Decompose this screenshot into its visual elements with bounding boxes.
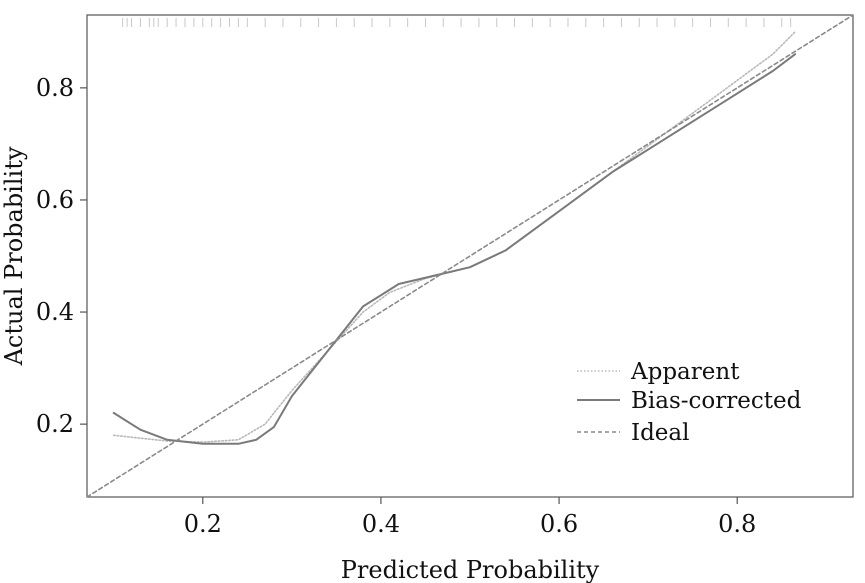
- y-axis-ticks: 0.2 0.4 0.6 0.8: [36, 74, 87, 438]
- legend-label-ideal: Ideal: [631, 420, 690, 446]
- rug-marks: [122, 18, 792, 27]
- series-lines: [86, 14, 854, 498]
- x-tick-label: 0.2: [184, 510, 222, 538]
- legend: Apparent Bias-corrected Ideal: [577, 359, 802, 446]
- y-tick-label: 0.6: [36, 186, 74, 214]
- legend-label-bias-corrected: Bias-corrected: [631, 388, 802, 414]
- x-tick-label: 0.8: [718, 510, 756, 538]
- y-axis-label: Actual Probability: [0, 146, 28, 366]
- x-tick-label: 0.6: [540, 510, 578, 538]
- series-line-ideal: [86, 14, 854, 498]
- x-axis-ticks: 0.2 0.4 0.6 0.8: [184, 497, 756, 538]
- series-line-bias-corrected: [112, 53, 797, 445]
- series-line-apparent: [112, 30, 796, 443]
- legend-label-apparent: Apparent: [630, 359, 740, 385]
- y-tick-label: 0.2: [36, 410, 74, 438]
- y-tick-label: 0.8: [36, 74, 74, 102]
- x-tick-label: 0.4: [362, 510, 400, 538]
- x-axis-label: Predicted Probability: [341, 556, 600, 583]
- plot-frame: [86, 14, 854, 498]
- y-tick-label: 0.4: [36, 298, 74, 326]
